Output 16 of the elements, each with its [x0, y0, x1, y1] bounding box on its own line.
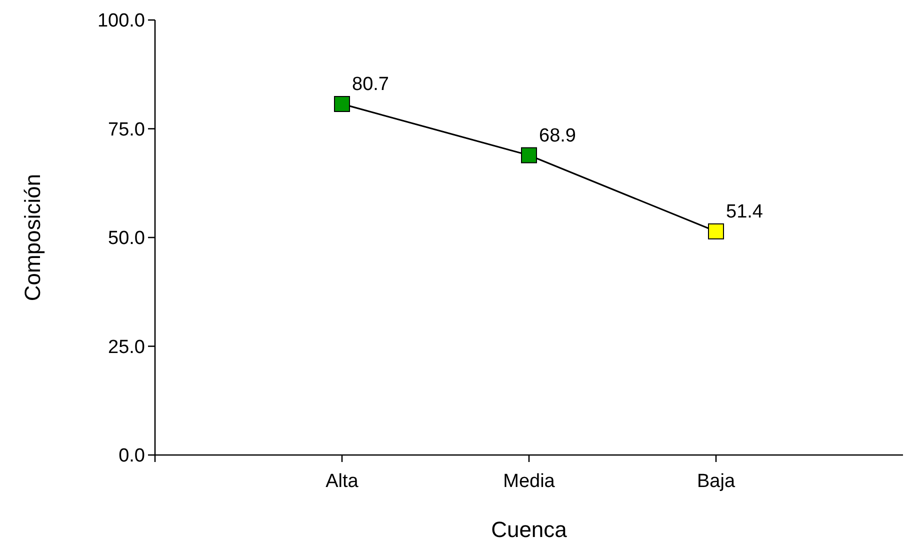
point [521, 147, 537, 164]
y-tick-label: 100.0 [97, 10, 145, 32]
point [334, 96, 350, 112]
y-tick-label: 0.0 [118, 446, 145, 467]
data-label: 68.9 [539, 125, 576, 146]
x-tick-label: Media [503, 471, 556, 492]
data-label: 51.4 [726, 201, 764, 222]
data-label: 80.7 [352, 74, 389, 95]
x-axis-title: Cuenca [491, 517, 568, 542]
x-tick-label: Baja [696, 471, 736, 492]
y-tick-label: 25.0 [108, 336, 145, 358]
y-axis-title: Composición [20, 174, 45, 302]
point [708, 223, 724, 240]
x-tick-label: Alta [326, 471, 359, 492]
y-tick-label: 75.0 [108, 119, 145, 140]
y-tick-label: 50.0 [108, 228, 145, 250]
